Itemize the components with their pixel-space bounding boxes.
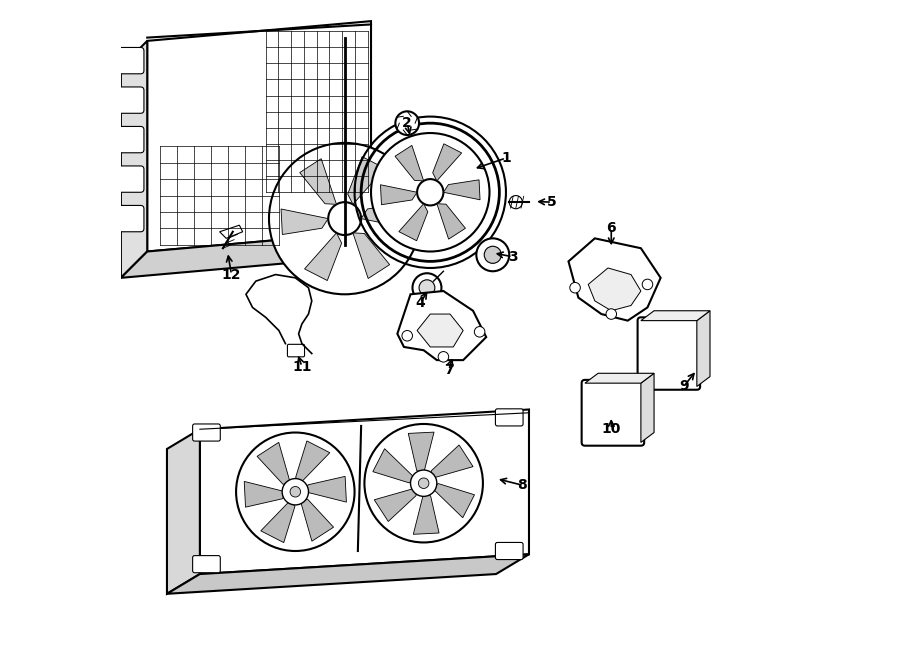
- Polygon shape: [220, 225, 243, 239]
- Polygon shape: [431, 445, 473, 479]
- Polygon shape: [244, 481, 285, 507]
- Text: 12: 12: [221, 268, 241, 282]
- Polygon shape: [444, 180, 480, 200]
- Text: 7: 7: [444, 363, 454, 377]
- FancyBboxPatch shape: [495, 543, 523, 560]
- FancyBboxPatch shape: [637, 317, 700, 390]
- FancyBboxPatch shape: [111, 166, 144, 192]
- Polygon shape: [641, 311, 710, 321]
- Text: 11: 11: [292, 360, 311, 373]
- Polygon shape: [167, 555, 529, 594]
- Polygon shape: [305, 477, 346, 502]
- Polygon shape: [148, 21, 371, 252]
- Circle shape: [438, 352, 449, 362]
- Polygon shape: [167, 429, 200, 594]
- Text: 2: 2: [402, 116, 412, 130]
- Polygon shape: [301, 499, 334, 541]
- Circle shape: [417, 179, 444, 206]
- Circle shape: [643, 279, 652, 290]
- Circle shape: [570, 282, 580, 293]
- Circle shape: [474, 327, 485, 337]
- Circle shape: [606, 309, 616, 319]
- Circle shape: [269, 143, 420, 294]
- Polygon shape: [641, 373, 654, 442]
- Text: 8: 8: [518, 478, 527, 492]
- Circle shape: [402, 330, 412, 341]
- Polygon shape: [361, 203, 409, 228]
- Circle shape: [418, 478, 429, 488]
- Polygon shape: [304, 233, 342, 280]
- Circle shape: [328, 202, 361, 235]
- FancyBboxPatch shape: [287, 344, 304, 357]
- Polygon shape: [261, 500, 295, 543]
- Circle shape: [290, 486, 301, 497]
- Circle shape: [364, 424, 483, 543]
- Polygon shape: [373, 449, 415, 483]
- FancyBboxPatch shape: [581, 380, 644, 446]
- Polygon shape: [399, 204, 427, 241]
- Circle shape: [476, 239, 509, 271]
- Polygon shape: [353, 233, 390, 278]
- Polygon shape: [432, 484, 474, 518]
- Polygon shape: [585, 373, 654, 383]
- Polygon shape: [200, 409, 529, 574]
- Polygon shape: [281, 209, 328, 235]
- FancyBboxPatch shape: [495, 408, 523, 426]
- Circle shape: [484, 247, 501, 263]
- Text: 6: 6: [607, 221, 616, 235]
- Polygon shape: [413, 493, 439, 534]
- Text: 5: 5: [547, 195, 557, 209]
- FancyBboxPatch shape: [111, 48, 144, 74]
- FancyBboxPatch shape: [193, 424, 220, 441]
- Circle shape: [371, 133, 490, 252]
- Polygon shape: [121, 232, 371, 278]
- Text: 1: 1: [501, 151, 511, 165]
- Polygon shape: [395, 145, 424, 181]
- Circle shape: [283, 479, 309, 505]
- Polygon shape: [436, 204, 465, 239]
- Text: 3: 3: [508, 250, 518, 264]
- Polygon shape: [300, 159, 337, 204]
- Polygon shape: [397, 291, 486, 360]
- Polygon shape: [589, 268, 641, 311]
- Text: 4: 4: [416, 296, 426, 310]
- Text: 10: 10: [601, 422, 621, 436]
- FancyBboxPatch shape: [111, 206, 144, 232]
- Polygon shape: [417, 314, 464, 347]
- Circle shape: [395, 111, 419, 135]
- Polygon shape: [374, 488, 416, 522]
- Polygon shape: [697, 311, 710, 387]
- Circle shape: [410, 470, 436, 496]
- Polygon shape: [257, 442, 291, 485]
- Polygon shape: [347, 157, 385, 204]
- Circle shape: [412, 273, 441, 302]
- Polygon shape: [409, 432, 434, 473]
- Circle shape: [419, 280, 435, 295]
- Polygon shape: [433, 144, 462, 181]
- FancyBboxPatch shape: [193, 556, 220, 572]
- Polygon shape: [121, 41, 148, 278]
- Text: 9: 9: [679, 379, 688, 393]
- Polygon shape: [381, 184, 417, 205]
- FancyBboxPatch shape: [111, 126, 144, 153]
- Circle shape: [236, 432, 355, 551]
- Polygon shape: [296, 441, 329, 483]
- FancyBboxPatch shape: [111, 87, 144, 113]
- Polygon shape: [569, 239, 661, 321]
- Circle shape: [509, 196, 522, 209]
